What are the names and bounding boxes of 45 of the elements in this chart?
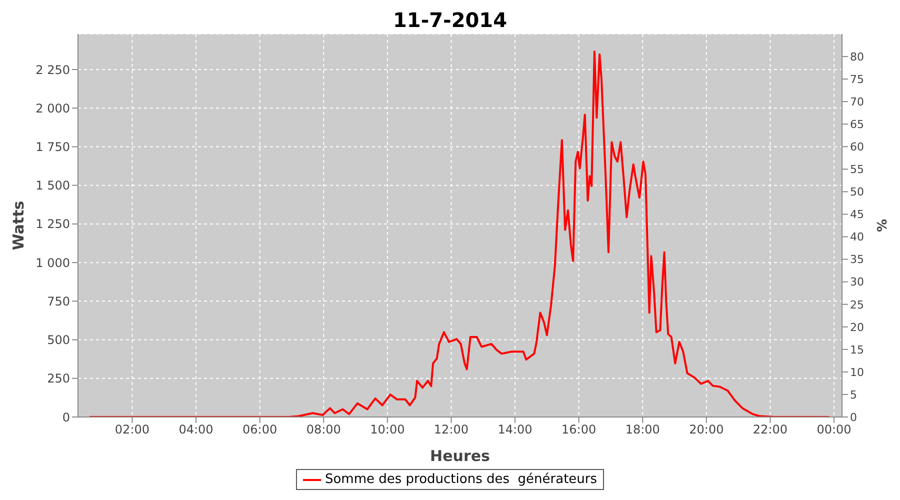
y-tick-label: 2 000 (36, 101, 70, 116)
y2-tick-label: 35 (850, 253, 864, 266)
y2-tick-label: 10 (850, 366, 864, 379)
y-tick-label: 500 (47, 333, 70, 348)
legend-label: Somme des productions des générateurs (324, 472, 598, 487)
y2-tick-label: 15 (850, 343, 864, 356)
y2-tick-label: 25 (850, 298, 864, 312)
y-tick-label: 750 (47, 294, 70, 308)
x-tick-label: 14:00 (498, 422, 532, 437)
y2-tick-label: 80 (850, 50, 864, 64)
y2-tick-label: 50 (850, 186, 864, 199)
y2-tick-label: 5 (850, 388, 857, 402)
y2-tick-label: 70 (850, 95, 864, 108)
y-tick-label: 250 (47, 372, 70, 386)
y2-tick-label: 20 (850, 320, 864, 334)
y-tick-label: 2 250 (36, 62, 70, 77)
y-tick-label: 1 750 (36, 140, 70, 154)
y-tick-label: 0 (62, 410, 70, 424)
y2-tick-label: 75 (850, 72, 864, 86)
y2-tick-label: 40 (850, 230, 864, 244)
x-tick-label: 22:00 (752, 422, 788, 437)
x-axis-title: Heures (430, 447, 490, 465)
line-series (88, 50, 830, 417)
x-tick-label: 06:00 (242, 422, 278, 437)
y-axis-title: Watts (9, 200, 28, 250)
y2-tick-label: 45 (850, 208, 864, 222)
x-tick-label: 04:00 (178, 422, 214, 437)
x-tick-label: 02:00 (114, 422, 150, 437)
x-tick-label: 16:00 (562, 422, 596, 437)
y-tick-label: 1 250 (36, 217, 70, 232)
y2-tick-label: 60 (850, 140, 864, 154)
y2-tick-label: 55 (850, 163, 864, 176)
x-tick-label: 20:00 (689, 422, 724, 437)
y2-tick-label: 65 (850, 118, 864, 132)
chart-title: 11-7-2014 (392, 8, 508, 34)
x-tick-label: 12:00 (434, 422, 469, 437)
y-tick-label: 1 500 (36, 178, 70, 193)
y-tick-label: 1 000 (36, 256, 70, 270)
y2-tick-label: 0 (850, 410, 857, 424)
x-tick-label: 00:00 (816, 422, 852, 437)
y2-tick-label: 30 (850, 276, 864, 289)
x-tick-label: 10:00 (370, 422, 405, 437)
x-tick-label: 18:00 (625, 422, 660, 437)
y2-axis-title: % (876, 218, 891, 232)
x-tick-label: 08:00 (306, 422, 341, 437)
